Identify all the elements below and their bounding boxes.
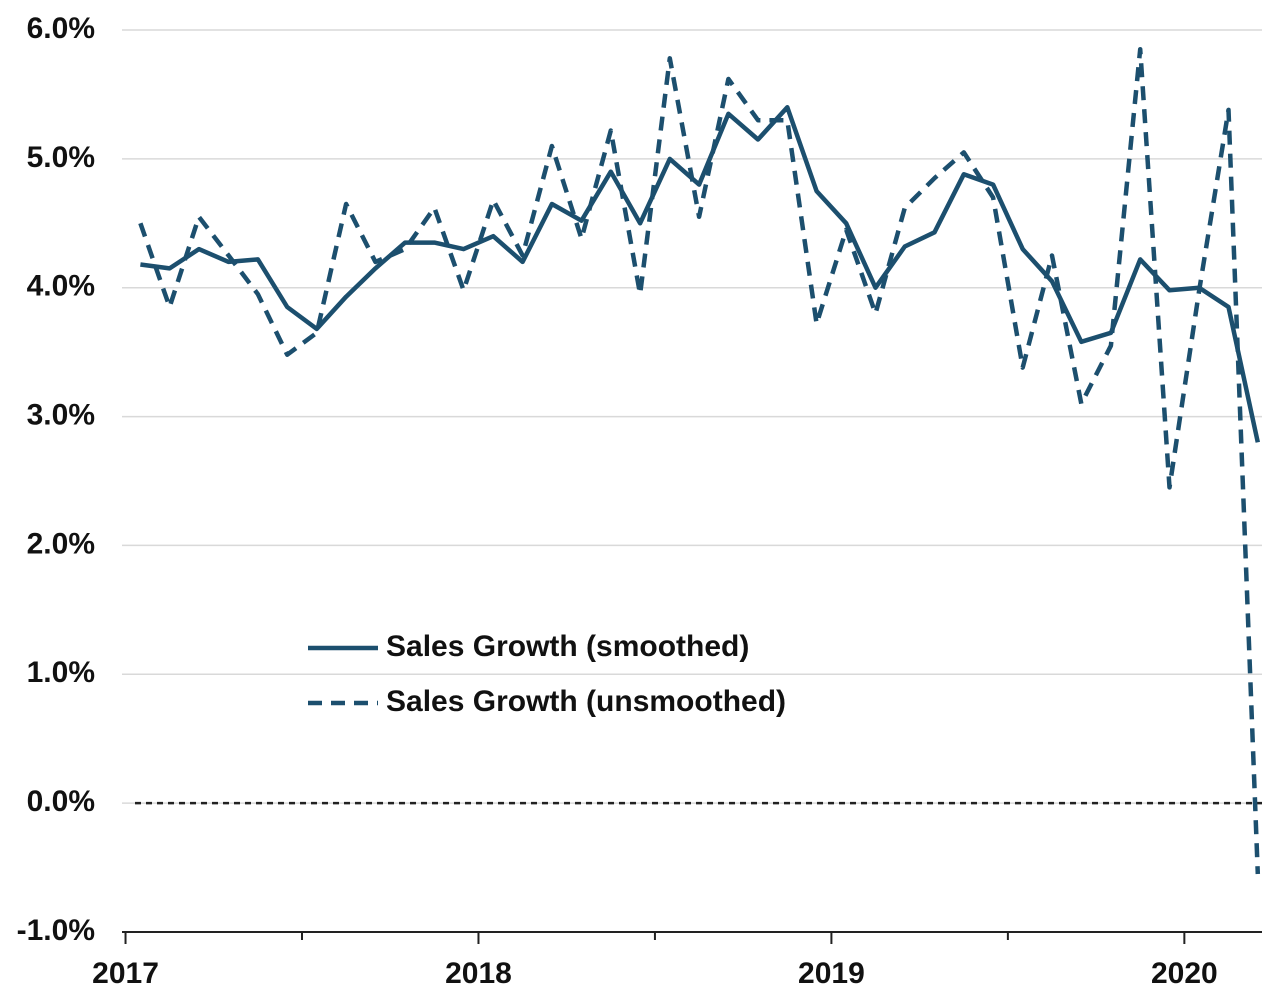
legend-label: Sales Growth (smoothed)	[386, 630, 749, 663]
legend: Sales Growth (smoothed) Sales Growth (uns…	[308, 630, 786, 718]
x-tick-label: 2019	[798, 957, 865, 990]
series-line	[138, 47, 1261, 875]
series-line	[140, 105, 1260, 443]
legend-label: Sales Growth (unsmoothed)	[386, 685, 786, 718]
y-tick-label: 1.0%	[27, 656, 95, 689]
y-tick-label: 6.0%	[27, 12, 95, 45]
y-tick-label: 2.0%	[27, 527, 95, 560]
x-tick-label: 2020	[1151, 957, 1218, 990]
y-tick-label: 0.0%	[27, 785, 95, 818]
y-tick-label: 3.0%	[27, 398, 95, 431]
y-tick-label: -1.0%	[17, 914, 95, 947]
x-tick-label: 2018	[445, 957, 512, 990]
y-tick-label: 4.0%	[27, 270, 95, 303]
x-tick-label: 2017	[92, 957, 159, 990]
y-tick-label: 5.0%	[27, 141, 95, 174]
